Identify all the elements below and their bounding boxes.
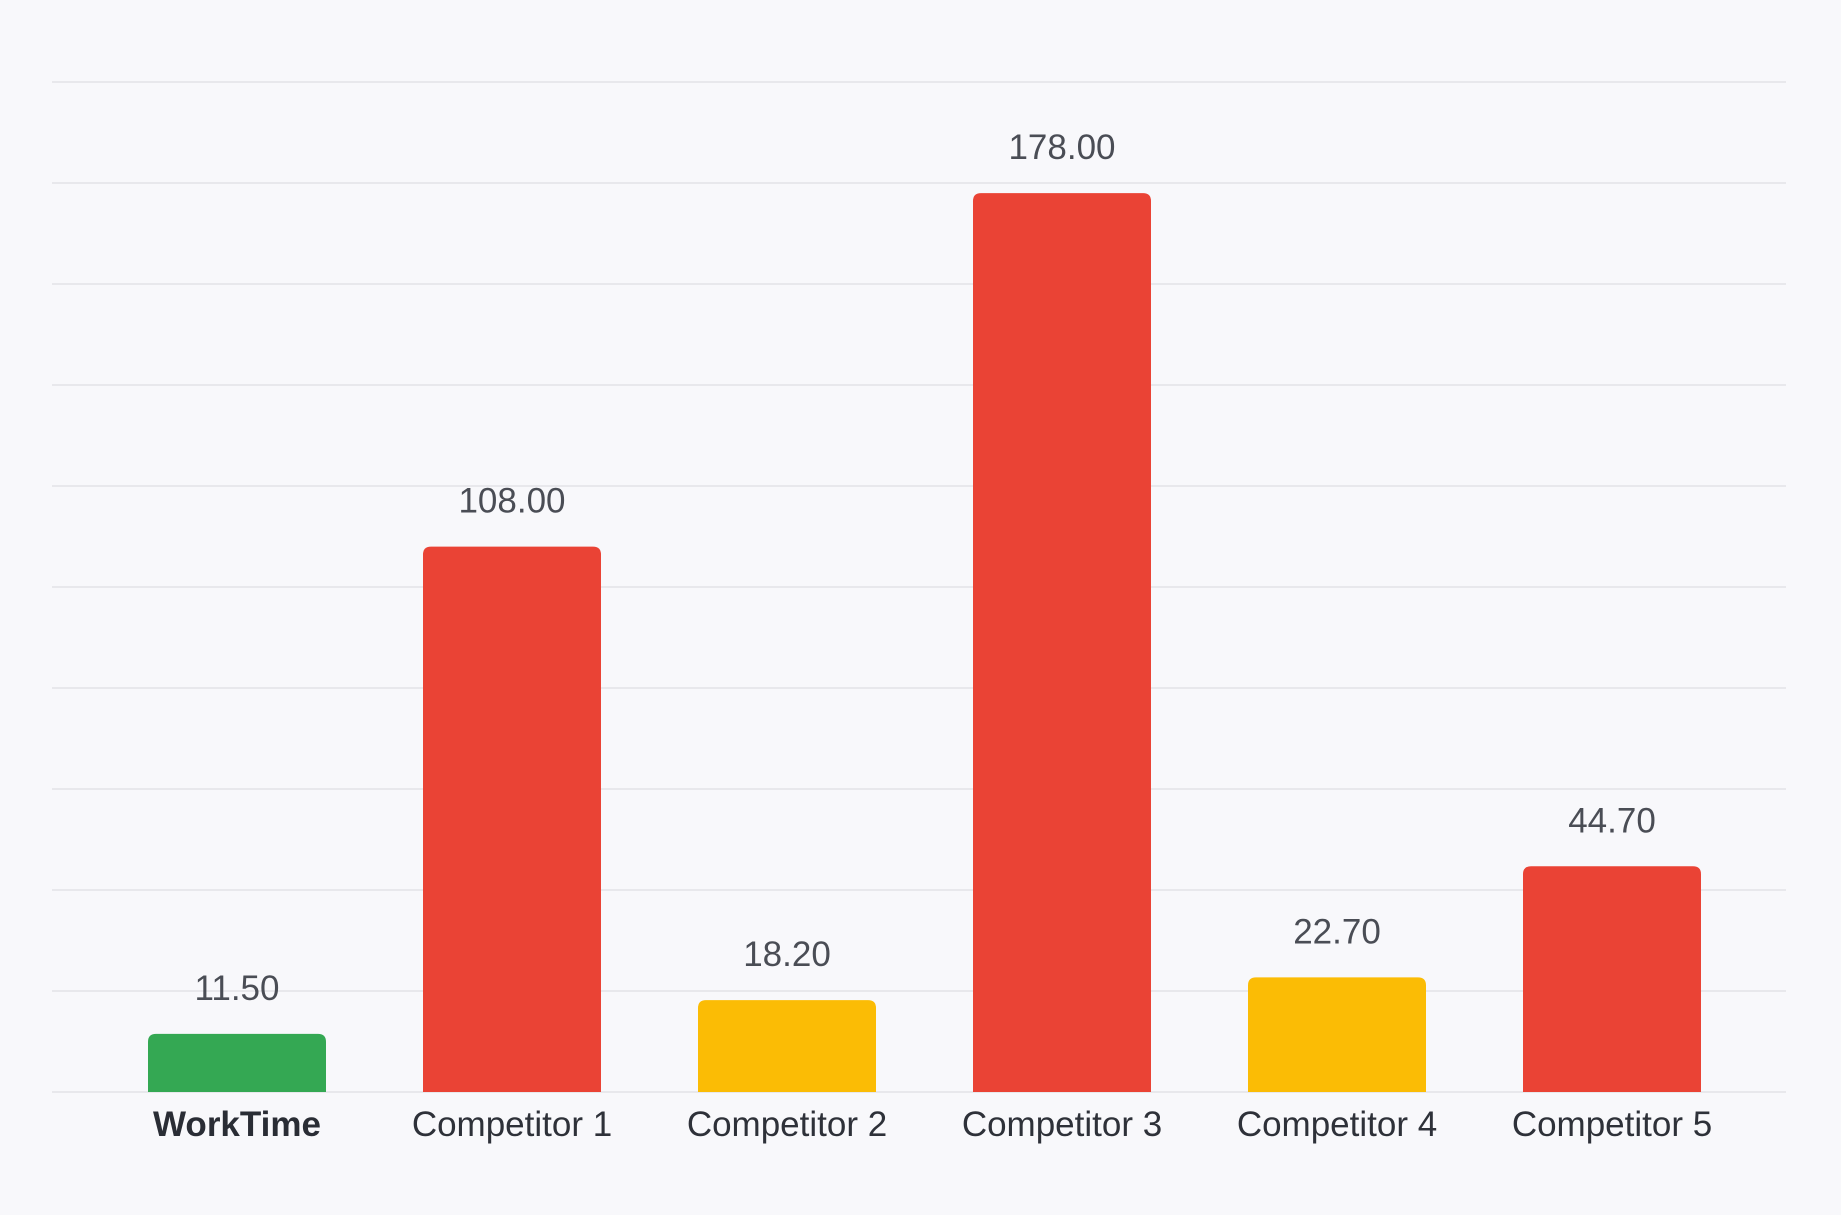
- category-label: Competitor 3: [962, 1105, 1162, 1144]
- bar-competitor-5: [1523, 866, 1701, 1092]
- data-label: 22.70: [1293, 912, 1381, 951]
- category-label: Competitor 4: [1237, 1105, 1437, 1144]
- category-label: WorkTime: [153, 1105, 321, 1144]
- bar-worktime: [148, 1033, 326, 1092]
- data-label: 178.00: [1008, 128, 1115, 167]
- gridlines: [52, 81, 1786, 1093]
- bar-competitor-1: [423, 546, 601, 1092]
- category-label: Competitor 5: [1512, 1105, 1712, 1144]
- data-label: 108.00: [458, 482, 565, 521]
- data-label: 44.70: [1568, 801, 1656, 840]
- category-label: Competitor 2: [687, 1105, 887, 1144]
- bar-competitor-3: [973, 193, 1151, 1093]
- bar-competitor-4: [1248, 977, 1426, 1092]
- bars: [148, 193, 1701, 1093]
- category-label: Competitor 1: [412, 1105, 612, 1144]
- category-labels: WorkTime Competitor 1 Competitor 2 Competit…: [153, 1105, 1712, 1144]
- data-label: 11.50: [195, 969, 280, 1008]
- value-labels: 11.50 108.00 18.20 178.00 22.70 44.70: [195, 128, 1656, 1008]
- bar-competitor-2: [698, 1000, 876, 1092]
- data-label: 18.20: [743, 935, 831, 974]
